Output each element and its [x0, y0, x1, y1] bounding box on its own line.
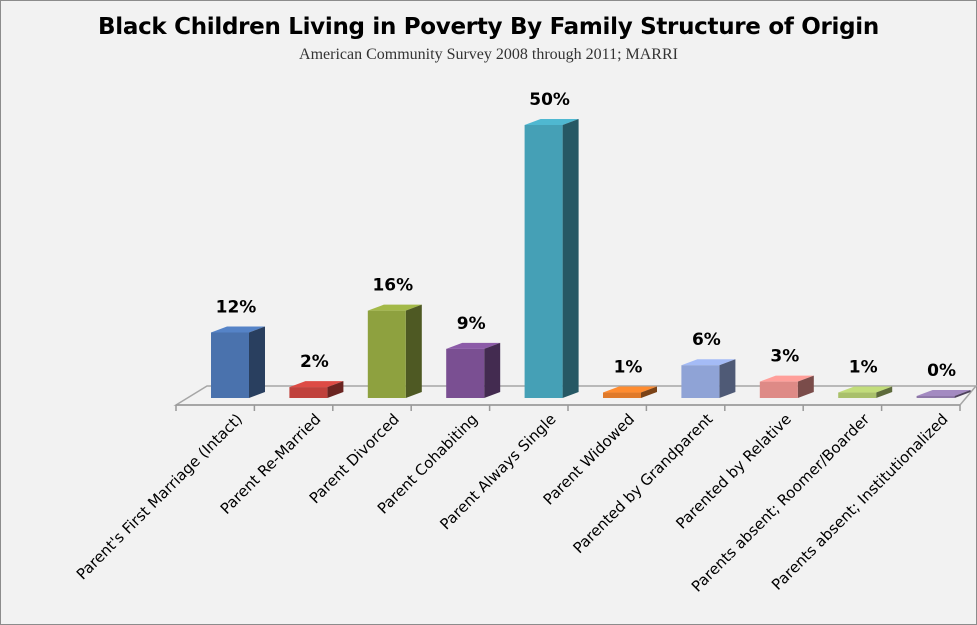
bar-side	[719, 359, 736, 398]
bar-side	[327, 381, 344, 398]
bar-top	[367, 304, 422, 311]
category-label: Parents absent; Institutionalized	[768, 410, 952, 594]
bar-side	[405, 304, 422, 398]
data-label: 1%	[849, 358, 878, 378]
bar-side	[797, 375, 814, 398]
bar-side	[484, 342, 501, 398]
data-label: 16%	[372, 276, 413, 296]
bar-top	[446, 342, 501, 349]
chart-subtitle: American Community Survey 2008 through 2…	[299, 46, 678, 63]
bar	[603, 392, 641, 398]
bar-side	[249, 326, 265, 398]
bar-side	[876, 386, 893, 398]
bar-top	[759, 375, 814, 382]
bar-top	[681, 359, 736, 366]
data-label: 9%	[457, 314, 486, 334]
bar-top	[916, 390, 971, 396]
data-label: 3%	[770, 347, 799, 367]
bar-top	[289, 381, 344, 388]
bar	[211, 332, 249, 398]
bar-top	[524, 119, 579, 125]
bar-side	[562, 119, 579, 398]
bar-top	[211, 326, 265, 333]
data-label: 50%	[529, 90, 570, 110]
bar	[446, 348, 485, 398]
category-label: Parented by Grandparent	[569, 410, 716, 557]
bar	[289, 387, 328, 398]
data-label: 12%	[216, 297, 257, 317]
bar	[367, 310, 406, 398]
bar	[759, 381, 798, 398]
data-label: 6%	[692, 330, 721, 350]
bar	[916, 396, 955, 398]
bar	[838, 392, 877, 398]
bar	[524, 125, 563, 398]
chart-title: Black Children Living in Poverty By Fami…	[98, 14, 879, 40]
bar-top	[838, 386, 893, 393]
bar	[681, 365, 720, 398]
bar-side	[641, 386, 657, 398]
data-label: 2%	[300, 352, 329, 372]
category-label: Parent's First Marriage (Intact)	[73, 410, 246, 583]
data-label: 0%	[927, 361, 956, 381]
bar-top	[603, 386, 657, 393]
data-label: 1%	[614, 358, 643, 378]
bar-side	[954, 390, 971, 398]
